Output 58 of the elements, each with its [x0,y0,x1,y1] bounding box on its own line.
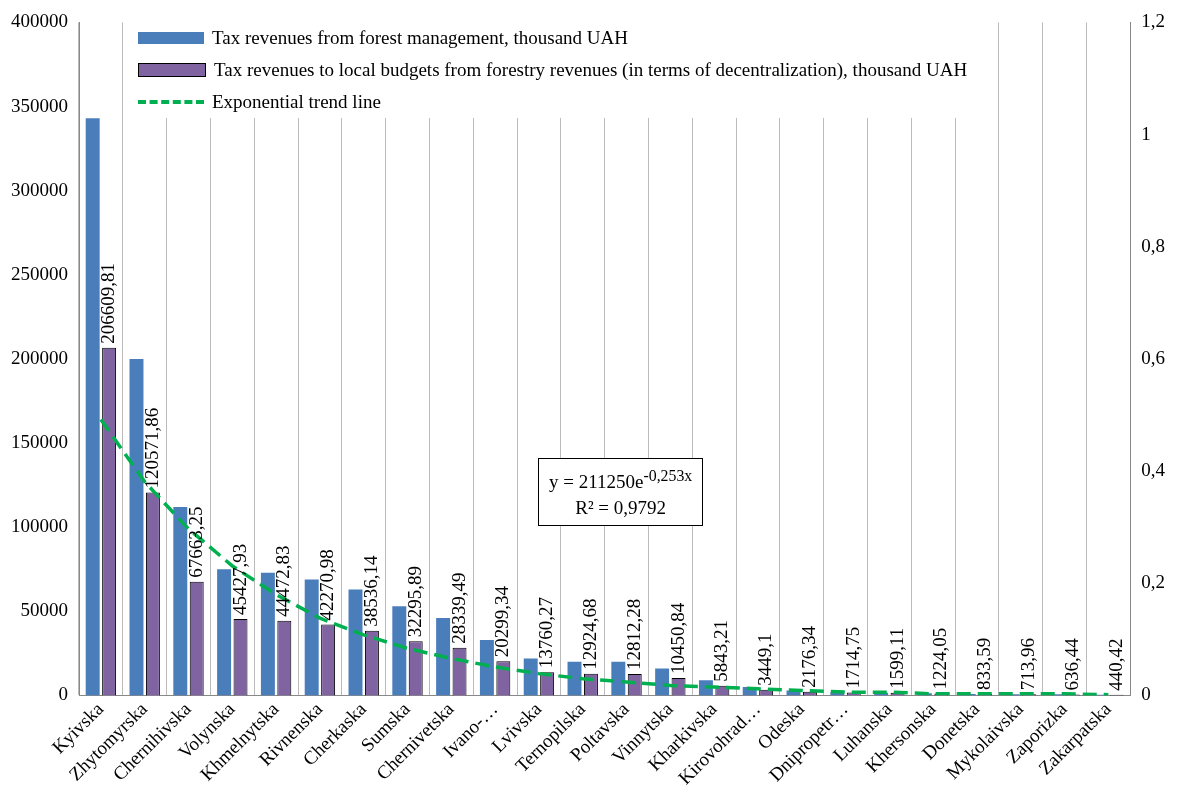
bar [304,579,319,696]
y2-tick-label: 0,8 [1141,234,1165,256]
data-label: 10450,84 [666,602,688,674]
y-tick-label: 350000 [11,94,68,116]
data-label: 32295,89 [403,565,425,638]
data-label: 38536,14 [359,554,381,627]
bar [392,606,407,696]
bar [436,618,451,696]
bar [260,572,275,696]
annotation: R² = 0,9792 [574,496,668,521]
y-tick-label: 300000 [11,178,68,200]
data-label: 67663,25 [184,506,206,578]
y2-tick-label: 1,2 [1141,10,1165,32]
bar [129,358,144,696]
data-label: 20299,34 [491,585,513,658]
annotation: y = 211250e$^{-0,253x}$ [549,466,693,495]
data-label: 3449,1 [754,633,776,686]
bar [523,658,538,696]
y-tick-label: 50000 [20,599,68,621]
y2-tick-label: 0,6 [1141,346,1165,368]
legend-label: Exponential trend line [212,90,381,114]
legend-label: Tax revenues to local budgets from forestry revenues (in terms of decentralization), thousand UAH [214,58,968,82]
data-label: 1714,75 [841,626,863,689]
data-label: 44472,83 [272,545,294,617]
data-label: 120571,86 [140,407,162,489]
data-label: 28339,49 [447,572,469,644]
legend-label: Tax revenues from forest management, thousand UAH [212,26,629,50]
y-tick-label: 100000 [11,515,68,537]
y-tick-label: 150000 [11,431,68,453]
data-label: 1599,11 [885,627,907,689]
bar [348,589,363,696]
data-label: 440,42 [1104,638,1126,691]
y-tick-label: 0 [58,683,68,705]
data-label: 45427,93 [228,543,250,616]
y-tick-label: 400000 [11,10,68,32]
data-label: 1224,05 [929,627,951,690]
bar [611,661,626,696]
y-tick-label: 200000 [11,346,68,368]
data-label: 833,59 [973,637,995,691]
y-tick-label: 250000 [11,262,68,284]
data-label: 713,96 [1016,638,1038,691]
bar [655,668,670,696]
data-label: 42270,98 [316,549,338,621]
y2-tick-label: 0,2 [1141,571,1165,593]
data-label: 636,44 [1060,637,1082,691]
data-label: 206609,81 [97,263,119,344]
data-label: 12812,28 [622,598,644,670]
bar [85,118,100,696]
data-label: 2176,34 [797,625,819,688]
y2-tick-label: 1 [1141,122,1151,144]
y2-tick-label: 0 [1141,683,1151,705]
bar [173,507,188,696]
bar [217,569,232,696]
bar [479,639,494,696]
y2-tick-label: 0,4 [1141,459,1166,481]
data-label: 12924,68 [578,598,600,670]
data-label: 5843,21 [710,619,732,682]
data-label: 13760,27 [535,597,557,669]
